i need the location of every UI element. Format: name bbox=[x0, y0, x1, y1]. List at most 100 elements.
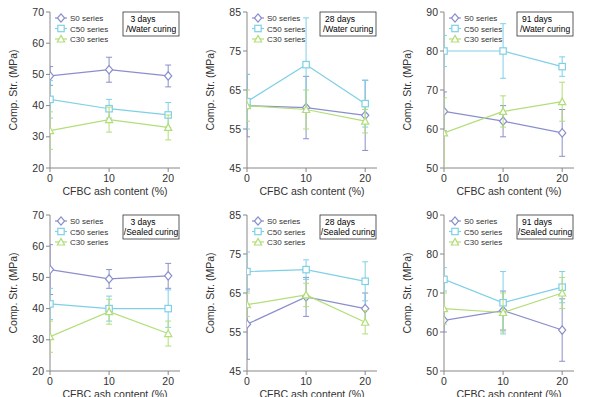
y-axis-label: Comp. Str. (MPa) bbox=[401, 252, 413, 333]
y-tick bbox=[243, 371, 247, 372]
marker bbox=[559, 326, 566, 334]
error-bar bbox=[165, 321, 171, 346]
y-tick bbox=[440, 129, 444, 130]
legend-marker bbox=[254, 217, 261, 225]
legend-marker bbox=[452, 25, 458, 31]
title-box bbox=[123, 215, 179, 239]
plot-area bbox=[50, 57, 172, 149]
marker bbox=[302, 291, 309, 298]
series bbox=[247, 283, 369, 334]
y-tick bbox=[243, 168, 247, 169]
x-axis-label: CFBC ash content (%) bbox=[259, 388, 364, 397]
y-tick bbox=[46, 371, 50, 372]
y-tick-label: 30 bbox=[32, 333, 44, 345]
series bbox=[247, 90, 369, 133]
x-tick-label: 20 bbox=[162, 172, 174, 184]
error-bar bbox=[165, 263, 171, 288]
y-tick-label: 60 bbox=[32, 37, 44, 49]
x-axis-label: CFBC ash content (%) bbox=[456, 388, 561, 397]
marker bbox=[444, 129, 448, 136]
error-bar bbox=[106, 299, 112, 324]
series bbox=[444, 82, 566, 168]
panel: 20304050607001020CFBC ash content (%)Com… bbox=[7, 209, 180, 397]
series bbox=[50, 57, 172, 87]
x-tick-label: 10 bbox=[497, 172, 509, 184]
y-tick-label: 90 bbox=[426, 209, 438, 221]
y-tick-label: 90 bbox=[426, 6, 438, 18]
error-bar bbox=[303, 90, 309, 129]
y-tick bbox=[46, 74, 50, 75]
legend-label: C50 series bbox=[70, 228, 108, 237]
error-bar bbox=[50, 321, 53, 352]
y-tick bbox=[440, 254, 444, 255]
series bbox=[247, 252, 368, 301]
y-axis-label: Comp. Str. (MPa) bbox=[204, 252, 216, 333]
y-tick-label: 50 bbox=[32, 68, 44, 80]
subtitle: /Water curing bbox=[126, 24, 177, 34]
marker bbox=[499, 108, 506, 115]
error-bar bbox=[106, 107, 112, 132]
error-bar bbox=[106, 270, 112, 289]
y-tick-label: 60 bbox=[426, 123, 438, 135]
legend: S0 seriesC50 seriesC30 series bbox=[252, 14, 305, 44]
x-tick-label: 0 bbox=[244, 172, 250, 184]
error-bar bbox=[559, 82, 565, 121]
y-tick bbox=[440, 90, 444, 91]
error-bar bbox=[500, 293, 506, 332]
marker bbox=[247, 268, 250, 274]
marker bbox=[559, 129, 566, 137]
error-bar bbox=[165, 115, 171, 140]
y-tick-label: 60 bbox=[426, 326, 438, 338]
marker bbox=[105, 66, 112, 74]
y-tick bbox=[243, 215, 247, 216]
x-axis bbox=[247, 371, 377, 372]
plot-area bbox=[444, 268, 566, 362]
error-bar bbox=[303, 277, 309, 316]
error-bar bbox=[559, 57, 565, 77]
y-tick-label: 50 bbox=[426, 365, 438, 377]
marker bbox=[444, 48, 447, 54]
x-tick-label: 10 bbox=[103, 172, 115, 184]
marker bbox=[559, 289, 566, 296]
error-bar bbox=[247, 293, 250, 316]
marker bbox=[559, 63, 565, 69]
y-axis-label: Comp. Str. (MPa) bbox=[401, 49, 413, 130]
marker bbox=[444, 276, 447, 282]
legend-marker bbox=[57, 238, 64, 245]
marker bbox=[559, 98, 566, 105]
subtitle: /Sealed curing bbox=[518, 227, 573, 237]
y-tick bbox=[243, 90, 247, 91]
legend-label: C50 series bbox=[267, 228, 305, 237]
y-tick bbox=[46, 339, 50, 340]
marker bbox=[50, 265, 54, 273]
x-axis-label: CFBC ash content (%) bbox=[259, 185, 364, 197]
marker bbox=[165, 272, 172, 280]
legend-marker bbox=[57, 14, 64, 22]
legend-marker bbox=[451, 217, 458, 225]
marker bbox=[303, 266, 309, 272]
marker bbox=[50, 301, 53, 307]
title: 3 days bbox=[130, 14, 155, 24]
y-tick bbox=[243, 129, 247, 130]
marker bbox=[247, 102, 251, 109]
error-bar bbox=[444, 268, 447, 291]
subtitle: /Water curing bbox=[520, 24, 571, 34]
legend-label: C50 series bbox=[464, 25, 502, 34]
y-tick bbox=[440, 332, 444, 333]
series bbox=[247, 277, 369, 359]
marker bbox=[362, 100, 368, 106]
marker bbox=[444, 107, 448, 115]
series bbox=[444, 268, 565, 334]
error-bar bbox=[106, 57, 112, 82]
error-bar bbox=[247, 289, 250, 359]
marker bbox=[50, 96, 53, 102]
marker bbox=[247, 320, 251, 328]
x-tick-label: 10 bbox=[300, 375, 312, 387]
y-tick-label: 85 bbox=[229, 209, 241, 221]
y-tick-label: 55 bbox=[229, 326, 241, 338]
x-tick-label: 0 bbox=[47, 375, 53, 387]
marker bbox=[362, 319, 369, 326]
error-bar bbox=[303, 283, 309, 306]
error-bar bbox=[362, 110, 368, 133]
y-tick bbox=[440, 168, 444, 169]
